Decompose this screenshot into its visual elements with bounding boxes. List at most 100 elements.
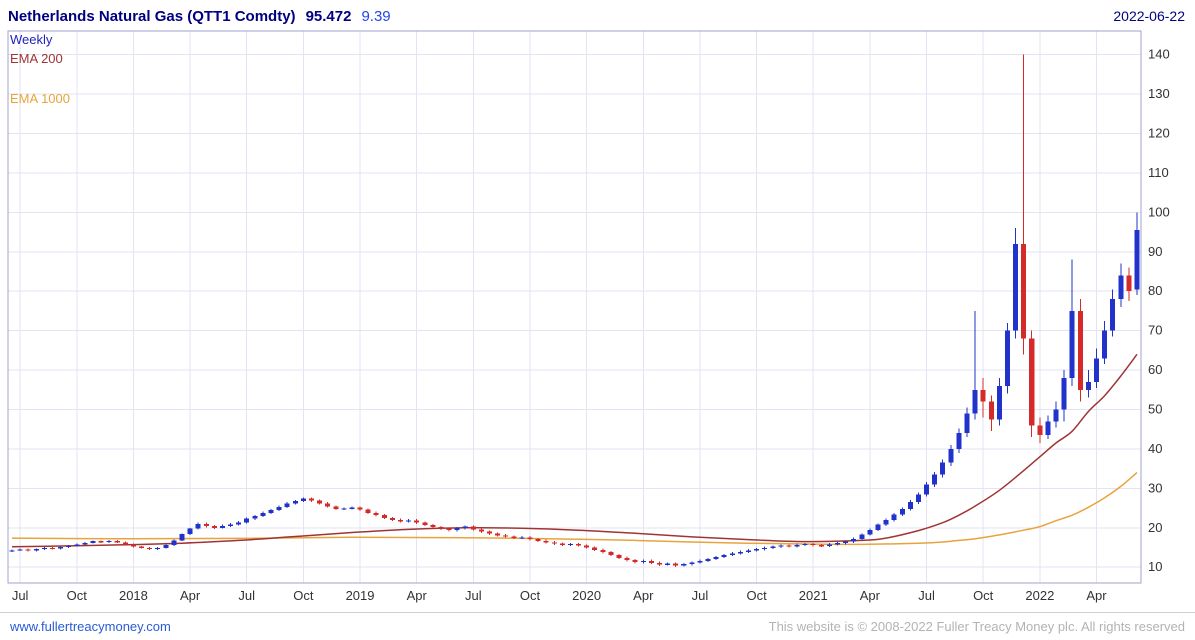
chart-header: Netherlands Natural Gas (QTT1 Comdty) 95… — [0, 0, 1195, 30]
candle-body — [770, 546, 776, 548]
candle-body — [996, 385, 1002, 420]
legend-ema200: EMA 200 — [10, 51, 63, 66]
candle-body — [535, 539, 541, 541]
candle-body — [1004, 330, 1010, 386]
y-tick-label: 40 — [1148, 441, 1162, 456]
y-tick-label: 110 — [1148, 165, 1169, 180]
candle-body — [317, 500, 323, 504]
candle-body — [1061, 377, 1067, 410]
x-tick-label: 2020 — [572, 588, 601, 603]
instrument-title: Netherlands Natural Gas (QTT1 Comdty) — [8, 7, 296, 25]
y-tick-label: 140 — [1148, 47, 1170, 62]
candle-body — [495, 533, 501, 536]
x-tick-label: Apr — [1086, 588, 1107, 603]
candle-body — [260, 512, 266, 516]
candle-body — [754, 549, 760, 551]
candle-body — [82, 542, 88, 545]
candlestick-chart-canvas[interactable]: 10 20 30 40 50 60 70 80 90 100 110 120 130 140 Jul Oct 2… — [0, 30, 1195, 612]
copyright-text: This website is © 2008-2022 Fuller Treac… — [768, 619, 1185, 634]
candle-body — [867, 529, 873, 535]
candle-body — [932, 474, 938, 485]
title-group: Netherlands Natural Gas (QTT1 Comdty) 95… — [8, 8, 391, 25]
y-tick-label: 50 — [1148, 402, 1162, 417]
candle-body — [74, 544, 80, 546]
candle-body — [567, 543, 573, 546]
candle-body — [365, 509, 371, 513]
candle-body — [308, 498, 314, 501]
candle-body — [292, 500, 298, 504]
candle-body — [1118, 275, 1124, 300]
x-tick-label: Apr — [407, 588, 428, 603]
candle-body — [656, 562, 662, 565]
page-footer: www.fullertreacymoney.com This website i… — [0, 612, 1195, 640]
candle-body — [964, 413, 970, 434]
price-chart[interactable]: 10 20 30 40 50 60 70 80 90 100 110 120 130 140 Jul Oct 2… — [0, 30, 1195, 612]
website-link[interactable]: www.fullertreacymoney.com — [10, 619, 171, 634]
candle-body — [195, 523, 201, 529]
candle-body — [1093, 358, 1099, 382]
candle-body — [462, 526, 468, 529]
candle-body — [592, 547, 598, 550]
x-tick-label: Jul — [692, 588, 709, 603]
candle-body — [745, 550, 752, 552]
candle-body — [41, 547, 47, 550]
x-tick-label: 2021 — [799, 588, 828, 603]
ema200-line — [11, 353, 1138, 548]
candle-body — [875, 524, 881, 530]
x-tick-label: Oct — [67, 588, 88, 603]
candle-body — [276, 506, 282, 511]
candle-body — [341, 508, 347, 510]
x-tick-label: Jul — [12, 588, 29, 603]
legend-ema1000: EMA 1000 — [10, 91, 70, 106]
candle-body — [268, 510, 274, 513]
candle-body — [219, 525, 225, 528]
candle-body — [1077, 310, 1083, 390]
price-change: 9.39 — [361, 7, 391, 25]
candle-body — [98, 541, 104, 543]
candle-body — [478, 529, 484, 532]
candle-body — [632, 560, 638, 563]
candle-body — [446, 528, 452, 531]
candle-body — [381, 515, 387, 518]
legend-weekly: Weekly — [10, 32, 53, 47]
axis-labels: 10 20 30 40 50 60 70 80 90 100 110 120 130 140 Jul Oct 2… — [12, 47, 1170, 603]
candle-body — [665, 563, 671, 565]
candle-body — [236, 522, 242, 525]
candle-body — [1110, 299, 1116, 331]
x-tick-label: Apr — [633, 588, 654, 603]
x-tick-label: Oct — [293, 588, 314, 603]
candle-body — [721, 555, 727, 557]
candle-body — [624, 557, 630, 561]
candle-body — [988, 401, 994, 420]
x-tick-label: Oct — [746, 588, 767, 603]
y-tick-label: 20 — [1148, 520, 1162, 535]
candle-body — [50, 547, 56, 550]
candle-body — [325, 503, 331, 507]
candle-body — [333, 506, 339, 509]
candle-body — [980, 389, 986, 402]
candle-body — [810, 543, 816, 546]
candle-body — [389, 517, 395, 520]
candle-body — [616, 555, 622, 558]
y-tick-label: 30 — [1148, 480, 1162, 495]
candle-body — [576, 543, 582, 546]
candle-body — [689, 562, 695, 565]
y-tick-label: 70 — [1148, 323, 1162, 338]
candle-body — [406, 520, 412, 522]
candle-body — [851, 538, 857, 542]
candle-body — [397, 519, 404, 522]
candle-body — [915, 494, 921, 503]
candle-body — [147, 547, 153, 550]
candle-body — [414, 520, 420, 523]
candle-body — [891, 514, 897, 520]
candle-body — [778, 545, 784, 547]
chart-date: 2022-06-22 — [1113, 8, 1185, 24]
candle-body — [430, 525, 436, 528]
candle-body — [1053, 409, 1059, 422]
candle-body — [373, 512, 379, 516]
candle-body — [907, 502, 913, 509]
candle-body — [1021, 243, 1027, 339]
candle-body — [1085, 381, 1091, 390]
candle-body — [551, 542, 557, 544]
candle-body — [1029, 338, 1035, 426]
